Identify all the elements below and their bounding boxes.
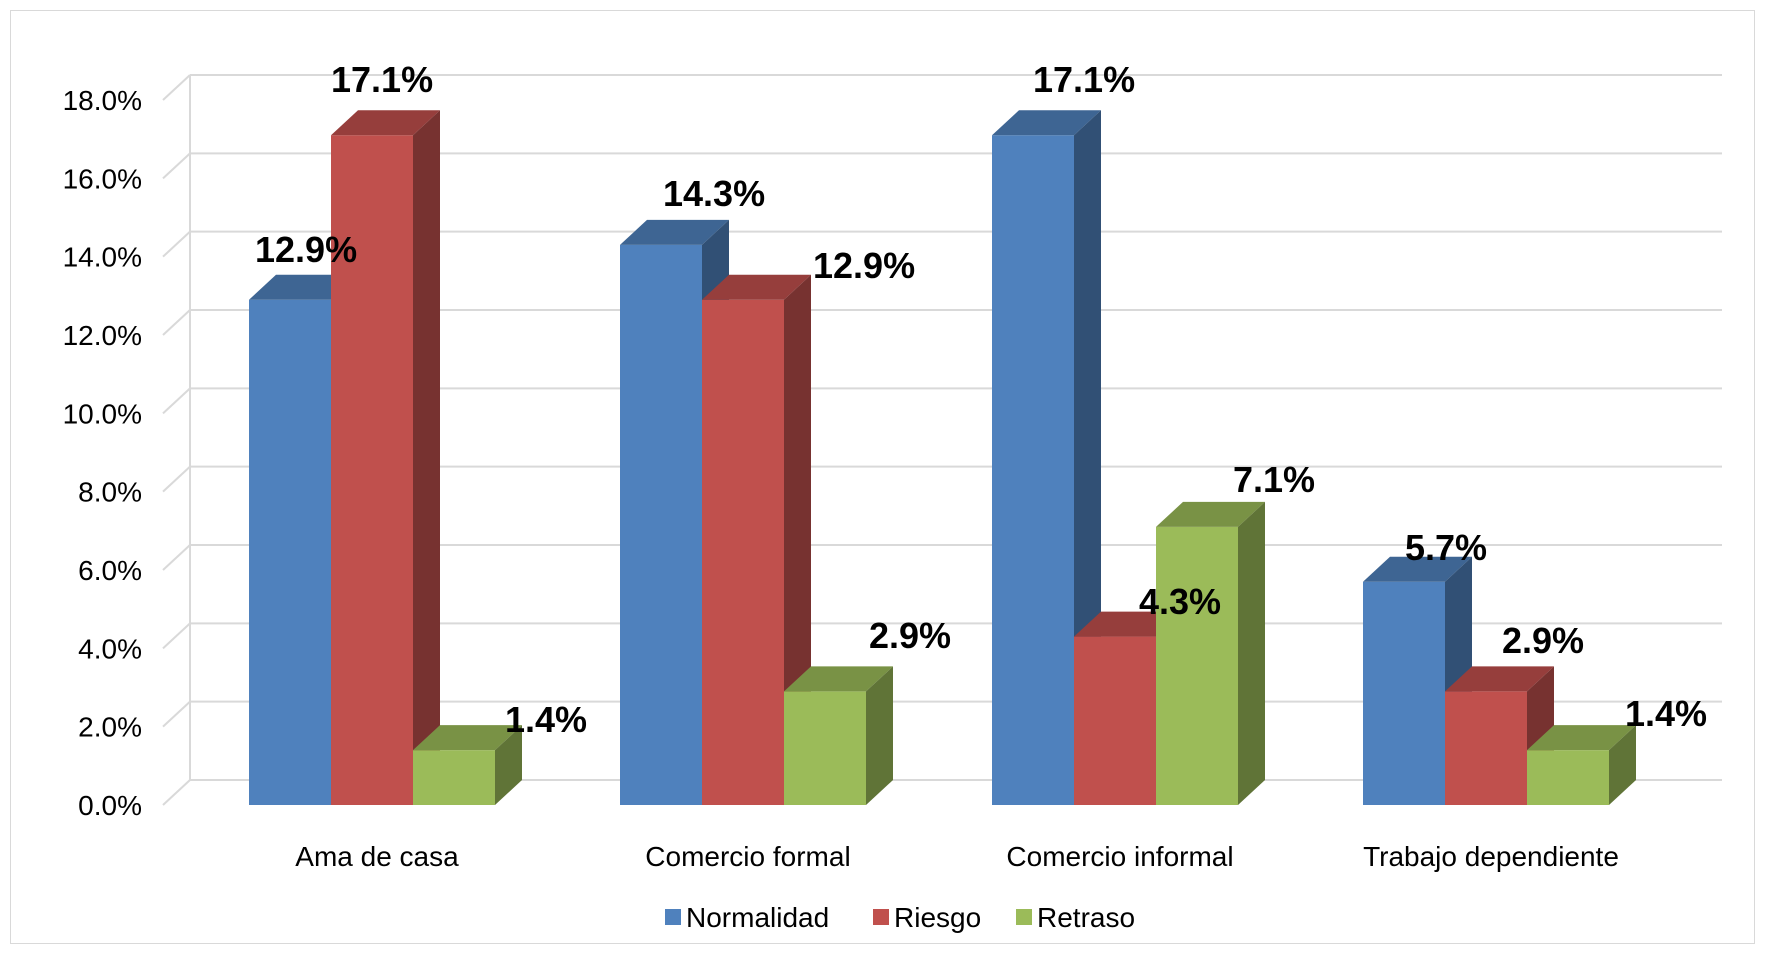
data-label: 2.9% xyxy=(1502,620,1584,661)
data-label: 12.9% xyxy=(255,229,357,270)
bar-top-face xyxy=(1445,666,1554,692)
y-tick-label: 16.0% xyxy=(63,163,142,194)
bar-side-face xyxy=(413,110,440,805)
bar-retraso-3[interactable] xyxy=(1527,750,1609,805)
y-tick-label: 14.0% xyxy=(63,242,142,273)
gridline-depth xyxy=(162,387,191,415)
bar-retraso-0[interactable] xyxy=(413,750,495,805)
gridline-depth xyxy=(162,700,191,728)
data-label: 7.1% xyxy=(1233,459,1315,500)
x-category-label: Ama de casa xyxy=(295,841,459,872)
bar-riesgo-0[interactable] xyxy=(331,135,413,805)
bar-top-face xyxy=(620,219,729,245)
gridline-depth xyxy=(162,779,191,806)
legend-swatch-normalidad xyxy=(665,909,681,925)
y-tick-label: 6.0% xyxy=(78,555,142,586)
bar-side-face xyxy=(784,274,811,805)
y-tick-label: 10.0% xyxy=(63,398,142,429)
data-label: 1.4% xyxy=(1625,693,1707,734)
bar-side-face xyxy=(495,725,522,805)
bar-top-face xyxy=(413,725,522,751)
legend-swatch-riesgo xyxy=(873,909,889,925)
data-label: 17.1% xyxy=(1033,59,1135,100)
bar-normalidad-3[interactable] xyxy=(1363,581,1445,805)
data-label: 4.3% xyxy=(1139,581,1221,622)
bar-normalidad-0[interactable] xyxy=(249,299,331,805)
gridline-depth xyxy=(162,622,191,650)
legend-label-retraso: Retraso xyxy=(1037,902,1135,933)
y-tick-label: 8.0% xyxy=(78,477,142,508)
gridline-depth xyxy=(162,230,191,258)
gridline-depth xyxy=(162,544,191,571)
bar-riesgo-1[interactable] xyxy=(702,299,784,805)
bar-top-face xyxy=(1156,501,1265,527)
bar-top-face xyxy=(784,666,893,692)
bar-retraso-2[interactable] xyxy=(1156,526,1238,805)
data-label: 5.7% xyxy=(1405,527,1487,568)
gridline-depth xyxy=(162,465,191,493)
legend-label-normalidad: Normalidad xyxy=(686,902,829,933)
bar-normalidad-1[interactable] xyxy=(620,244,702,805)
bar-top-face xyxy=(992,110,1101,136)
x-category-label: Comercio formal xyxy=(645,841,850,872)
bar-side-face xyxy=(1238,501,1265,805)
bar-top-face xyxy=(249,274,358,300)
bar-side-face xyxy=(866,666,893,805)
y-tick-label: 18.0% xyxy=(63,85,142,116)
data-label: 17.1% xyxy=(331,59,433,100)
x-category-label: Comercio informal xyxy=(1006,841,1233,872)
bar-side-face xyxy=(1609,725,1636,805)
gridline-depth xyxy=(162,74,191,101)
legend-label-riesgo: Riesgo xyxy=(894,902,981,933)
data-label: 1.4% xyxy=(505,699,587,740)
bar-top-face xyxy=(1363,556,1472,582)
x-category-label: Trabajo dependiente xyxy=(1363,841,1619,872)
bar-top-face xyxy=(702,274,811,300)
y-tick-label: 0.0% xyxy=(78,790,142,821)
gridline-depth xyxy=(162,152,191,180)
legend-swatch-retraso xyxy=(1016,909,1032,925)
y-tick-label: 12.0% xyxy=(63,320,142,351)
bar-top-face xyxy=(331,110,440,136)
bar-top-face xyxy=(1074,611,1183,637)
data-label: 12.9% xyxy=(813,245,915,286)
bar-top-face xyxy=(1527,725,1636,751)
data-label: 14.3% xyxy=(663,173,765,214)
y-tick-label: 2.0% xyxy=(78,712,142,743)
gridline-depth xyxy=(162,309,191,336)
chart-frame xyxy=(10,10,1755,944)
bar-retraso-1[interactable] xyxy=(784,691,866,805)
bar-normalidad-2[interactable] xyxy=(992,135,1074,805)
bar-riesgo-3[interactable] xyxy=(1445,691,1527,805)
y-tick-label: 4.0% xyxy=(78,633,142,664)
bar-riesgo-2[interactable] xyxy=(1074,636,1156,805)
data-label: 2.9% xyxy=(869,615,951,656)
